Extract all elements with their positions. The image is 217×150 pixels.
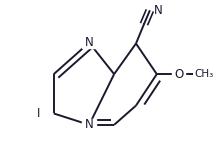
- Text: N: N: [85, 118, 94, 131]
- Text: I: I: [36, 107, 40, 120]
- Text: N: N: [85, 36, 94, 49]
- Text: CH₃: CH₃: [194, 69, 214, 79]
- Bar: [172, 69, 185, 79]
- Text: O: O: [174, 68, 183, 81]
- Bar: [82, 119, 96, 130]
- Text: N: N: [154, 4, 162, 17]
- Bar: [82, 37, 96, 48]
